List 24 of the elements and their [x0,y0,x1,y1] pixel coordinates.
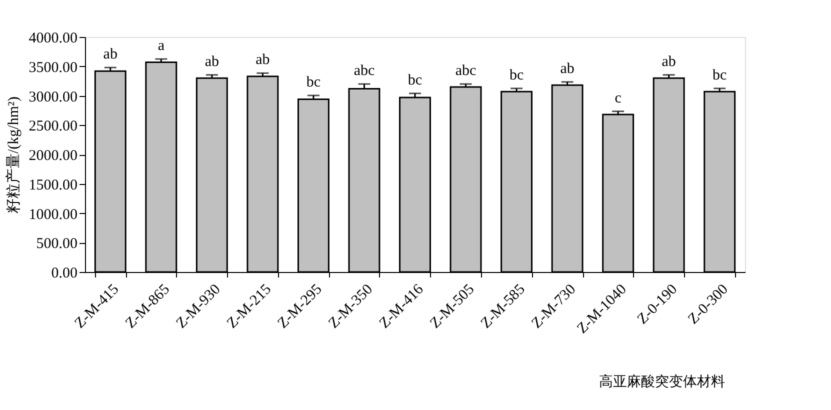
y-tick-label: 3000.00 [28,89,78,106]
annotation: ab [560,60,574,77]
y-tick-label: 2000.00 [28,148,78,164]
y-tick-label: 0.00 [51,266,78,282]
annotation: bc [306,74,321,90]
annotation: bc [509,67,524,84]
annotation: ab [662,54,676,70]
y-tick-label: 1000.00 [28,206,78,223]
annotation: a [158,38,165,54]
annotation: ab [103,46,118,63]
annotation: ab [256,52,270,68]
y-tick-label: 3500.00 [28,60,78,76]
y-tick-label: 2500.00 [28,118,78,135]
annotation: c [614,90,622,106]
annotation: abc [455,63,477,79]
y-axis-title: 籽粒产量/(kg/hm²) [4,96,22,214]
annotation: abc [354,63,375,79]
y-tick-label: 500.00 [36,236,78,252]
y-tick-label: 4000.00 [28,30,78,46]
y-tick-label: 1500.00 [28,177,78,194]
x-axis-title: 高亚麻酸突变体材料 [599,374,725,390]
annotation: bc [408,72,422,88]
annotation: bc [712,67,728,84]
annotation: ab [204,54,220,70]
